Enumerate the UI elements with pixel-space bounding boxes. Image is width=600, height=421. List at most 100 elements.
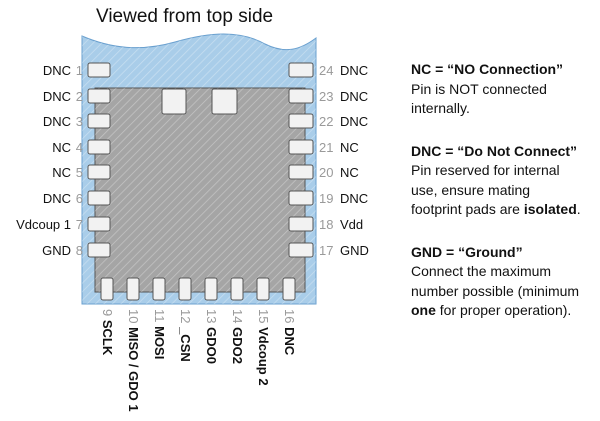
legend-text: internally. — [411, 100, 470, 116]
legend-heading: GND = “Ground” — [411, 243, 523, 260]
pin-number: 13 — [204, 309, 219, 327]
pin-pad-4 — [87, 139, 111, 155]
pin-pad-7 — [87, 216, 111, 232]
legend-line: one for proper operation). — [411, 301, 600, 321]
legend-text: Connect the maximum — [411, 263, 552, 279]
pin-number: 5 — [76, 165, 83, 180]
pin-name: GND — [42, 243, 71, 258]
pin-pad-9 — [100, 277, 114, 301]
pin-pad-2 — [87, 88, 111, 104]
legend-entry: DNC = “Do Not Connect” Pin reserved for i… — [411, 142, 600, 220]
legend-line: footprint pads are isolated. — [411, 200, 600, 220]
pin-number: 4 — [76, 140, 83, 155]
pin-pad-15 — [256, 277, 270, 301]
legend-text: use, ensure mating — [411, 181, 531, 198]
pin-number: 20 — [319, 165, 333, 180]
pin-number: 1 — [76, 63, 83, 78]
die-hatch — [95, 88, 305, 292]
pin-number: 21 — [319, 140, 333, 155]
legend-line: Pin reserved for internal — [411, 161, 600, 181]
legend-line: Pin is NOT connected — [411, 80, 600, 100]
legend-text: . — [576, 201, 581, 217]
pin-name: DNC — [43, 63, 71, 78]
pin-label: 15 Vdcoup 2 — [256, 309, 271, 386]
pin-number: 11 — [152, 309, 167, 326]
diagram-title: Viewed from top side — [96, 6, 274, 27]
pin-pad-11 — [152, 277, 166, 301]
legend-text: footprint pads are — [411, 201, 524, 217]
legend-line: number possible (minimum — [411, 282, 600, 302]
pin-pad-3 — [87, 113, 111, 129]
pin-pad-19 — [288, 190, 314, 206]
pin-pad-18 — [288, 216, 314, 232]
pin-pad-13 — [204, 277, 218, 301]
pin-number: 22 — [319, 114, 333, 129]
pin-pad-17 — [288, 242, 314, 258]
pin-pad-16 — [282, 277, 296, 301]
pin-name: DNC — [43, 114, 71, 129]
pin-name: SCLK — [100, 320, 115, 356]
pin-pad-14 — [230, 277, 244, 301]
center-pad — [211, 88, 238, 115]
legend-entry: GND = “Ground” Connect the maximum number … — [411, 243, 600, 321]
legend-entry: NC = “NO Connection” Pin is NOT connected… — [411, 60, 600, 119]
pin-number: 19 — [319, 191, 333, 206]
pin-pad-1 — [87, 62, 111, 78]
pin-name: DNC — [340, 191, 368, 206]
pin-name: NC — [52, 140, 71, 155]
pin-name: Vdcoup 1 — [16, 217, 71, 232]
pin-name: DNC — [282, 327, 297, 356]
pin-number: 3 — [76, 114, 83, 129]
pin-name: NC — [340, 165, 359, 180]
pin-name: GDO2 — [230, 327, 245, 364]
pin-name: NC — [340, 140, 359, 155]
pin-name: Vdcoup 2 — [256, 327, 271, 386]
pin-pad-20 — [288, 164, 314, 180]
legend-line: Connect the maximum — [411, 262, 600, 282]
pin-number: 15 — [256, 309, 271, 327]
pin-name: DNC — [43, 191, 71, 206]
pin-number: 10 — [126, 309, 141, 327]
pin-label: 11 MOSI — [152, 309, 167, 359]
pin-name: GND — [340, 243, 369, 258]
pin-number: 24 — [319, 63, 333, 78]
pin-name: NC — [52, 165, 71, 180]
pin-number: 23 — [319, 89, 333, 104]
pin-number: 2 — [76, 89, 83, 104]
pin-label: 10 MISO / GDO 1 — [126, 309, 141, 412]
pin-number: 12 — [178, 309, 193, 327]
pin-pad-10 — [126, 277, 140, 301]
pin-pad-22 — [288, 113, 314, 129]
pin-name: DNC — [340, 114, 368, 129]
pin-number: 9 — [100, 309, 115, 320]
legend-line: use, ensure mating — [411, 181, 600, 201]
pin-label: 16 DNC — [282, 309, 297, 356]
pin-name: Vdd — [340, 217, 363, 232]
pin-number: 7 — [76, 217, 83, 232]
pin-pad-5 — [87, 164, 111, 180]
pin-label: 14 GDO2 — [230, 309, 245, 364]
pin-name: DNC — [43, 89, 71, 104]
pin-label: 9 SCLK — [100, 309, 115, 356]
center-pad — [161, 88, 187, 115]
pin-label: 12 _CSN — [178, 309, 193, 362]
legend-text: Pin is NOT connected — [411, 80, 547, 97]
legend-line: internally. — [411, 99, 600, 119]
legend-text: Pin reserved for internal — [411, 162, 560, 178]
pin-pad-6 — [87, 190, 111, 206]
legend-heading: DNC = “Do Not Connect” — [411, 142, 578, 159]
pin-number: 18 — [319, 217, 333, 232]
pin-number: 6 — [76, 191, 83, 206]
emphasis-text: isolated — [523, 201, 577, 217]
pin-pad-8 — [87, 242, 111, 258]
pin-pad-12 — [178, 277, 192, 301]
legend-text: for proper operation). — [435, 302, 572, 318]
emphasis-text: one — [411, 302, 436, 318]
pin-pad-21 — [288, 139, 314, 155]
pin-number: 16 — [282, 309, 297, 327]
legend-text: number possible (minimum — [411, 282, 580, 299]
pin-number: 14 — [230, 309, 245, 327]
pin-name: DNC — [340, 89, 368, 104]
pin-name: DNC — [340, 63, 368, 78]
